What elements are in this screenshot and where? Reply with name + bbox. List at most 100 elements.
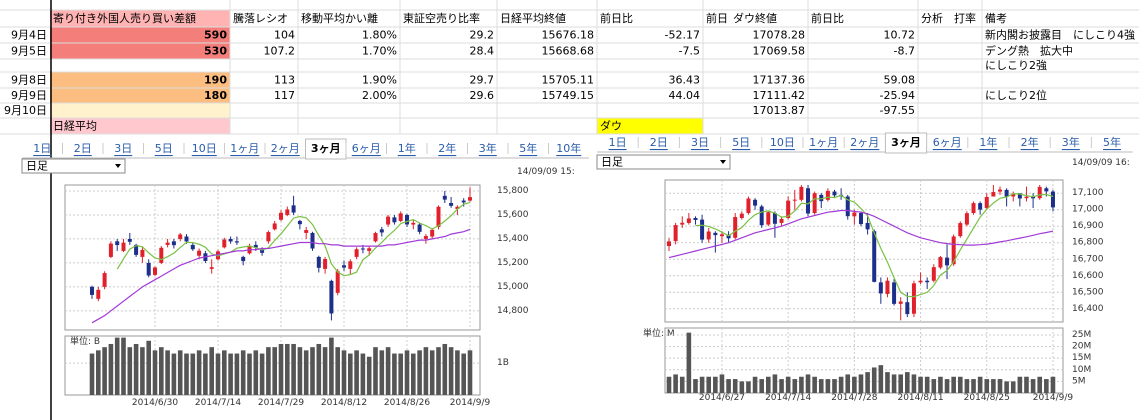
volume-bar	[931, 379, 937, 393]
moving-average	[91, 228, 471, 324]
candle-body	[865, 222, 870, 230]
volume-bar	[812, 376, 817, 393]
period-tab[interactable]: 2日	[650, 136, 668, 149]
volume-bar	[121, 337, 126, 395]
candle-body	[892, 282, 897, 304]
volume-bar	[699, 376, 705, 393]
y-tick-label: 15,600	[497, 210, 529, 220]
cell: 29.6	[470, 89, 495, 102]
volume-bar	[96, 350, 101, 395]
volume-bar	[792, 379, 798, 393]
period-tab[interactable]: 5日	[155, 142, 173, 155]
period-tab[interactable]: 10日	[192, 142, 217, 155]
period-tab[interactable]: 3年	[479, 141, 497, 155]
candle-body	[1050, 191, 1055, 208]
period-tab[interactable]: 1ヶ月	[230, 142, 259, 155]
volume-bar	[845, 374, 851, 393]
candle-body	[984, 197, 989, 209]
period-tab[interactable]: 2年	[438, 141, 456, 155]
volume-bar	[392, 353, 397, 395]
x-tick-label: 2014/9/9	[450, 398, 491, 408]
candle-body	[878, 282, 883, 294]
y-tick-label: 16,600	[1072, 271, 1104, 281]
header-cell: 寄り付き外国人売り買い差額	[53, 11, 196, 25]
interval-select-value[interactable]: 日足	[601, 156, 623, 169]
candle-body	[786, 200, 791, 218]
volume-bar	[878, 365, 884, 393]
period-tab[interactable]: 1ヶ月	[809, 136, 838, 149]
candle-body	[753, 199, 758, 206]
period-tab[interactable]: 6ヶ月	[352, 142, 381, 155]
candle-body	[253, 244, 258, 248]
cell: 15676.18	[542, 29, 595, 42]
period-tab[interactable]: 3日	[114, 142, 132, 155]
x-tick-label: 2014/9/9	[1033, 393, 1074, 403]
candle-body	[405, 214, 409, 225]
volume-bar	[385, 347, 391, 395]
volume-bar	[165, 350, 170, 395]
period-tab[interactable]: 3ヶ月	[891, 136, 921, 149]
candle-body	[266, 232, 271, 242]
candle-body	[140, 249, 145, 257]
volume-bar	[719, 374, 725, 393]
candle-body	[819, 194, 824, 202]
period-tab[interactable]: 2ヶ月	[271, 142, 300, 155]
period-tab[interactable]: 2日	[74, 142, 92, 155]
volume-bar	[354, 350, 359, 395]
volume-bar	[944, 379, 950, 393]
candle-body	[898, 301, 903, 304]
candle-body	[1017, 193, 1022, 199]
candle-body	[134, 244, 139, 255]
cell: 17069.58	[753, 45, 806, 58]
period-tab[interactable]: 5年	[1103, 135, 1121, 149]
header-cell: ダウ終値	[733, 11, 777, 25]
period-tab[interactable]: 3ヶ月	[311, 142, 341, 155]
price-panel	[64, 184, 481, 331]
cell: 15749.15	[542, 89, 595, 102]
interval-select[interactable]	[21, 158, 126, 174]
cell: 590	[204, 29, 227, 42]
period-tab[interactable]: 6ヶ月	[933, 136, 962, 149]
period-tab[interactable]: 5日	[732, 136, 750, 149]
candle-body	[386, 216, 391, 225]
candle-body	[746, 198, 751, 214]
header-cell: 移動平均かい離	[301, 11, 378, 25]
volume-bar	[278, 343, 284, 395]
candle-body	[285, 209, 290, 215]
period-tab[interactable]: 1年	[398, 141, 416, 155]
period-tab[interactable]: 10年	[556, 141, 581, 155]
period-tab[interactable]: 2年	[1021, 135, 1039, 149]
candle-body	[918, 280, 923, 283]
candle-body	[171, 241, 176, 246]
price-panel	[664, 179, 1064, 323]
interval-select[interactable]	[596, 154, 731, 170]
period-tab[interactable]: 3日	[691, 136, 709, 149]
cell: 17137.36	[753, 74, 806, 87]
candle-body	[1031, 196, 1036, 199]
period-tab[interactable]: 3年	[1062, 135, 1080, 149]
candle-body	[159, 247, 164, 263]
volume-bar	[436, 347, 441, 395]
volume-bar	[152, 350, 158, 395]
candle-body	[316, 256, 321, 268]
interval-select-value[interactable]: 日足	[26, 160, 48, 173]
cell: 2.00%	[362, 89, 397, 102]
period-tab[interactable]: 1日	[33, 142, 51, 155]
volume-bar	[222, 350, 227, 395]
candle-body	[178, 234, 183, 239]
candle-body	[1004, 189, 1009, 197]
period-tab[interactable]: 10日	[770, 136, 795, 149]
candle-body	[806, 188, 811, 214]
period-tab[interactable]: 5年	[519, 141, 537, 155]
x-tick-label: 2014/8/25	[964, 393, 1010, 403]
period-tab[interactable]: 1日	[609, 136, 627, 149]
cell: 36.43	[669, 74, 701, 87]
candle-body	[845, 196, 850, 217]
period-tab[interactable]: 2ヶ月	[850, 136, 879, 149]
candle-body	[667, 241, 671, 247]
volume-bar	[133, 343, 139, 395]
cell: 117	[274, 89, 295, 102]
x-tick-label: 2014/7/14	[195, 398, 241, 408]
volume-bar	[127, 347, 133, 395]
period-tab[interactable]: 1年	[979, 135, 997, 149]
